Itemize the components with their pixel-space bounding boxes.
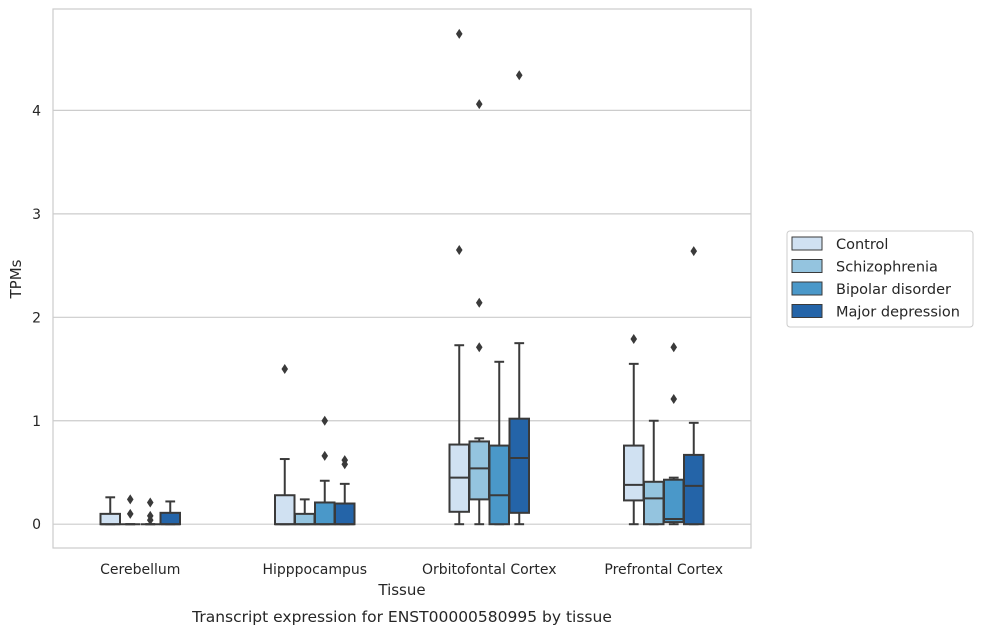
outlier-point — [321, 415, 329, 426]
x-tick-label: Prefrontal Cortex — [604, 562, 723, 578]
outlier-point — [475, 99, 483, 110]
x-tick-label: Cerebellum — [100, 562, 180, 578]
outlier-point — [475, 297, 483, 308]
box-group — [488, 360, 510, 526]
x-tick-label: Orbitofontal Cortex — [422, 562, 557, 578]
box-group — [120, 494, 140, 526]
plot-area-frame — [52, 8, 752, 549]
box — [623, 444, 645, 502]
y-tick-label: 3 — [32, 207, 41, 223]
outlier-point — [146, 510, 154, 521]
legend-swatch — [791, 304, 823, 318]
y-tick-label: 0 — [32, 517, 41, 533]
box — [274, 494, 296, 526]
box-group — [683, 246, 705, 526]
box — [294, 512, 316, 526]
box — [663, 478, 685, 524]
box-group — [334, 455, 356, 526]
box-group — [663, 342, 685, 526]
y-axis-title: TPMs — [7, 259, 25, 299]
box-group — [468, 99, 490, 526]
legend-label: Schizophrenia — [836, 260, 938, 276]
gridlines — [53, 109, 751, 525]
legend-swatch — [791, 236, 823, 251]
outlier-point — [690, 246, 698, 257]
outlier-point — [455, 245, 463, 256]
outlier-point — [475, 342, 483, 353]
outlier-point — [281, 364, 289, 375]
x-tick-label: Hipppocampus — [262, 562, 367, 578]
outlier-point — [515, 70, 523, 81]
legend-swatch — [791, 281, 823, 296]
outlier-point — [455, 28, 463, 39]
box-group — [314, 415, 336, 526]
legend-swatch — [791, 259, 823, 273]
box-group — [159, 500, 181, 526]
legend-label: Major depression — [836, 305, 960, 321]
outlier-point — [146, 497, 154, 508]
outlier-point — [341, 455, 349, 466]
box — [159, 511, 181, 526]
chart-caption: Transcript expression for ENST0000058099… — [191, 608, 612, 626]
box-group — [274, 364, 296, 526]
legend-label: Control — [836, 237, 888, 253]
y-tick-label: 1 — [32, 414, 41, 430]
outlier-point — [321, 450, 329, 461]
x-tick-labels: Cerebellum Hipppocampus Orbitofontal Corte… — [100, 562, 723, 578]
box — [99, 512, 121, 526]
box — [643, 480, 665, 526]
box-group — [643, 419, 665, 526]
legend: Control Schizophrenia Bipolar disorder Majo… — [786, 230, 974, 328]
y-tick-label: 4 — [32, 103, 41, 119]
x-axis-title: Tissue — [377, 581, 425, 599]
outlier-point — [670, 394, 678, 405]
legend-label: Bipolar disorder — [836, 282, 951, 298]
outlier-point — [630, 334, 638, 345]
outlier-point — [670, 342, 678, 353]
box-group — [623, 334, 645, 526]
box-group — [99, 496, 121, 526]
legend-items: Control Schizophrenia Bipolar disorder Majo… — [791, 236, 960, 321]
box-group — [140, 497, 160, 526]
outlier-point — [126, 494, 134, 505]
box-group — [448, 28, 470, 526]
y-tick-labels: 0 1 2 3 4 — [32, 103, 41, 533]
box — [468, 440, 490, 501]
outlier-point — [126, 508, 134, 519]
y-tick-label: 2 — [32, 310, 41, 326]
legend-frame — [786, 230, 974, 328]
box — [508, 417, 530, 514]
box-group — [294, 498, 316, 526]
box — [488, 444, 510, 526]
box — [683, 453, 705, 526]
box-group — [508, 70, 530, 526]
box — [334, 502, 356, 526]
boxes-layer — [99, 28, 705, 526]
box — [314, 501, 336, 526]
